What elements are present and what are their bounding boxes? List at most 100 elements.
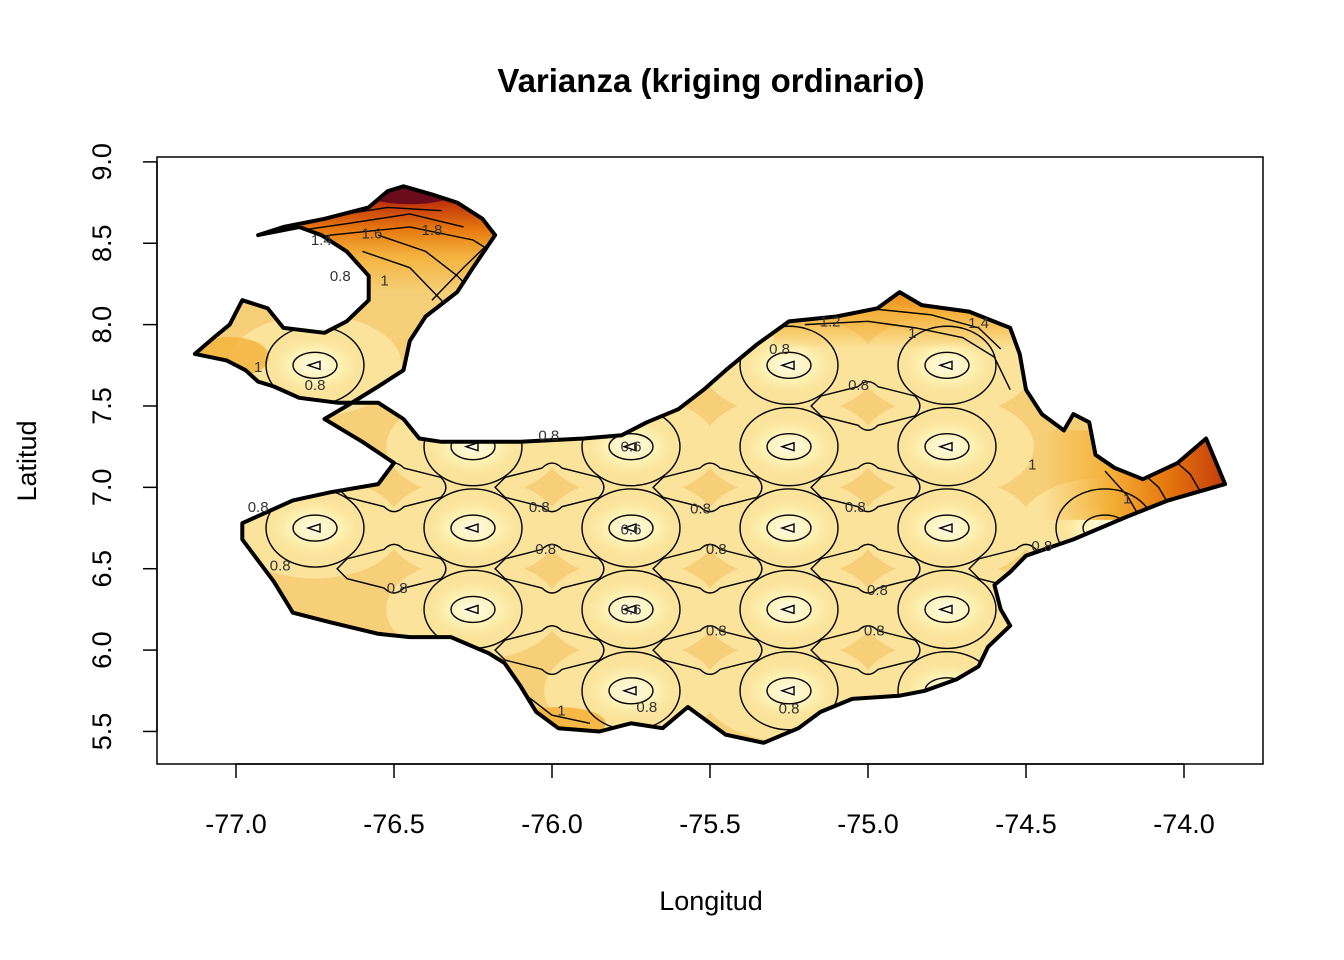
contour-east	[1104, 470, 1138, 513]
y-tick-label: 7.0	[87, 469, 117, 507]
field-lowest-patch	[738, 578, 840, 641]
x-tick-label: -77.0	[205, 809, 267, 839]
contour-label: 0.8	[538, 427, 559, 444]
contour-ring	[897, 569, 997, 650]
x-tick-label: -76.5	[363, 809, 425, 839]
y-tick-label: 8.0	[87, 306, 117, 344]
field-lowest-patch	[896, 334, 998, 397]
contour-minimum	[463, 523, 479, 534]
field-lowest-patch	[738, 415, 840, 478]
contour-northeast	[867, 307, 1002, 350]
field-lowest-patch	[896, 497, 998, 559]
y-tick-label: 5.5	[87, 713, 117, 751]
contour-diamond	[336, 543, 447, 594]
field-lowest-patch	[580, 578, 682, 641]
x-axis: -77.0 -76.5 -76.0 -75.5 -75.0 -74.5 -74.0	[205, 763, 1215, 839]
contour-ring	[897, 325, 997, 406]
contour-ring-inner	[766, 677, 812, 705]
contour-diamond	[810, 462, 921, 513]
y-tick-label: 9.0	[87, 143, 117, 181]
x-tick-label: -75.5	[679, 809, 741, 839]
contour-label: 0.8	[769, 341, 790, 358]
contour-label: 1	[1123, 491, 1131, 508]
contour-ring-inner	[766, 432, 812, 461]
x-tick-label: -74.0	[1153, 809, 1215, 839]
contour-label: 0.8	[270, 557, 291, 574]
contour-label: 0.8	[1031, 538, 1052, 555]
y-tick-label: 6.0	[87, 631, 117, 669]
y-axis-label: Latitud	[12, 420, 42, 501]
contour-label: 1.4	[311, 232, 332, 249]
contour-diamond	[810, 380, 921, 431]
field-lowest-patch	[738, 497, 840, 559]
contour-label: 1.6	[361, 225, 382, 242]
y-axis: 5.5 6.0 6.5 7.0 7.5 8.0 8.5 9.0	[87, 143, 158, 751]
contour-north	[431, 242, 490, 301]
contour-diamond	[494, 625, 605, 676]
contour-label: 0.8	[535, 541, 556, 558]
contour-diamond	[494, 462, 605, 513]
contour-ring-inner	[766, 514, 812, 542]
contour-label: 0.6	[621, 439, 642, 456]
contour-label: 0.8	[305, 377, 326, 394]
contour-minimum	[937, 441, 953, 452]
contour-ring	[897, 406, 997, 487]
contour-label: 0.8	[867, 582, 888, 599]
contour-minimum	[937, 685, 953, 696]
contour-label: 1	[908, 325, 916, 342]
contour-label: 0.6	[621, 522, 642, 539]
contour-ring	[897, 488, 997, 568]
contour-label: 0.8	[330, 268, 351, 285]
contour-diamond	[652, 462, 763, 513]
contour-minimum	[305, 360, 321, 371]
contour-ring	[739, 651, 839, 731]
field-low-patch	[860, 640, 1034, 742]
contour-ring-inner	[608, 595, 654, 624]
field-lowest-patch	[264, 334, 366, 397]
contour-minimum	[779, 604, 795, 615]
contour-minimum	[779, 685, 795, 696]
contour-ring-inner	[608, 432, 654, 461]
region-outline	[192, 184, 1228, 745]
contour-ring-inner	[766, 351, 812, 380]
contour-ring	[739, 488, 839, 568]
contour-label: 1	[380, 273, 388, 290]
x-tick-label: -74.5	[995, 809, 1057, 839]
contour-ring	[739, 325, 839, 406]
x-tick-label: -75.0	[837, 809, 899, 839]
contour-ring-inner	[924, 595, 970, 624]
contour-label: 0.8	[706, 623, 727, 640]
contour-minimum	[621, 604, 637, 615]
contour-diamond	[810, 625, 921, 676]
field-lowest-patch	[738, 659, 840, 722]
contour-label: 1	[254, 359, 262, 376]
contour-label: 0.8	[779, 701, 800, 718]
y-tick-label: 6.5	[87, 550, 117, 588]
contour-minimum	[937, 523, 953, 534]
contour-ring-inner	[292, 351, 338, 380]
contour-northeast	[804, 320, 1011, 391]
contour-ring	[581, 569, 681, 650]
contour-ring-inner	[924, 514, 970, 542]
field-lowest-patch	[264, 497, 366, 559]
contour-label: 0.8	[387, 580, 408, 597]
x-tick-label: -76.0	[521, 809, 583, 839]
contour-label: 1.2	[820, 313, 841, 330]
y-tick-label: 7.5	[87, 387, 117, 425]
contour-minimum	[621, 441, 637, 452]
contour-ring-inner	[450, 595, 496, 624]
field-lowest-patch	[896, 415, 998, 478]
contour-minimum	[621, 523, 637, 534]
contour-southwest	[519, 690, 591, 725]
field-lowest-patch	[422, 415, 524, 478]
y-tick-label: 8.5	[87, 224, 117, 262]
x-axis-label: Longitud	[659, 886, 763, 916]
contour-ring-inner	[608, 677, 654, 705]
contour-minimum	[305, 523, 321, 534]
field-lowest-patch	[580, 659, 682, 722]
contour-ring-inner	[450, 514, 496, 542]
chart-title: Varianza (kriging ordinario)	[497, 62, 924, 99]
contour-ring	[739, 406, 839, 487]
contour-diamond	[810, 543, 921, 594]
contour-minimum	[779, 360, 795, 371]
